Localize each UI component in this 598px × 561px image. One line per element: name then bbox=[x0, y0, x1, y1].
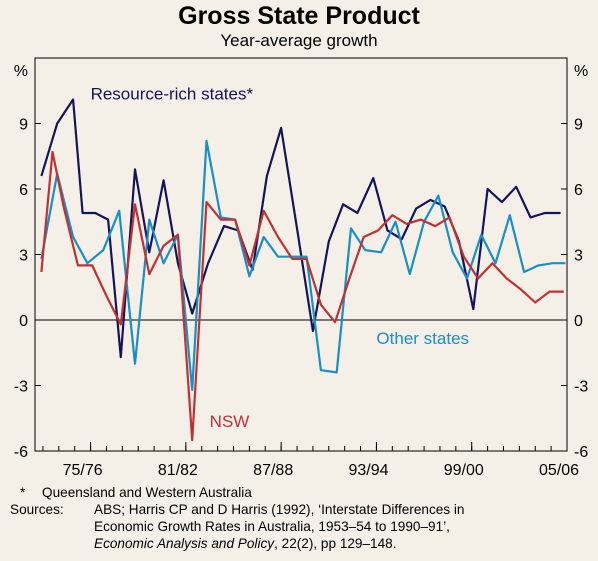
x-tick-label: 93/94 bbox=[348, 462, 388, 479]
y-tick-label-right: 0 bbox=[574, 313, 583, 330]
y-tick-label-left: 0 bbox=[19, 313, 28, 330]
footnote-star: * Queensland and Western Australia bbox=[10, 484, 590, 501]
series-label-resource-rich-states: Resource-rich states* bbox=[91, 84, 254, 103]
footnote-sources-line3: Economic Analysis and Policy, 22(2), pp … bbox=[10, 535, 590, 552]
footnote-sources-line2: Economic Growth Rates in Australia, 1953… bbox=[94, 519, 450, 534]
chart-labels: Resource-rich states* Other states NSW bbox=[91, 84, 469, 431]
series-line-resource-rich-states bbox=[40, 98, 561, 359]
y-tick-label-left: 3 bbox=[19, 248, 28, 265]
chart-series bbox=[40, 98, 566, 442]
series-label-nsw: NSW bbox=[210, 412, 250, 431]
footnote-sources-line1: ABS; Harris CP and D Harris (1992), ‘Int… bbox=[94, 502, 465, 517]
footnote-sources-key: Sources: bbox=[10, 502, 64, 517]
footnote-citation: , 22(2), pp 129–148. bbox=[274, 536, 397, 551]
x-tick-label: 75/76 bbox=[63, 462, 103, 479]
footnote-star-text: Queensland and Western Australia bbox=[42, 485, 252, 500]
footnote-sources: Sources: ABS; Harris CP and D Harris (19… bbox=[10, 501, 590, 518]
chart-title: Gross State Product bbox=[178, 2, 420, 30]
y-tick-label-right: 9 bbox=[574, 117, 583, 134]
line-chart: -6 -6 -3 -3 0 0 3 3 6 6 9 9% % 75/76 81/82 87/88 93/94 99… bbox=[14, 57, 588, 479]
chart-subtitle: Year-average growth bbox=[220, 31, 378, 50]
footnote-journal: Economic Analysis and Policy bbox=[94, 536, 275, 551]
y-axis-unit-left: % bbox=[14, 63, 28, 80]
x-tick-label: 05/06 bbox=[539, 462, 579, 479]
y-tick-label-left: -3 bbox=[14, 379, 28, 396]
y-tick-label-left: 9 bbox=[19, 117, 28, 134]
footnotes: * Queensland and Western Australia Sourc… bbox=[10, 484, 590, 552]
x-tick-label: 87/88 bbox=[253, 462, 293, 479]
y-tick-label-right: -3 bbox=[574, 379, 588, 396]
y-tick-label-left: 6 bbox=[19, 182, 28, 199]
y-tick-label-left: -6 bbox=[14, 444, 28, 461]
y-tick-label-right: 3 bbox=[574, 248, 583, 265]
x-tick-label: 99/00 bbox=[444, 462, 484, 479]
y-tick-label-right: -6 bbox=[574, 444, 588, 461]
x-tick-label: 81/82 bbox=[158, 462, 198, 479]
series-line-nsw bbox=[40, 150, 564, 442]
y-axis-unit-right: % bbox=[574, 63, 588, 80]
footnote-star-key: * bbox=[20, 485, 26, 500]
chart-axes: -6 -6 -3 -3 0 0 3 3 6 6 9 9% % 75/76 81/82 87/88 93/94 99… bbox=[14, 57, 588, 479]
y-tick-label-right: 6 bbox=[574, 182, 583, 199]
series-label-other-states: Other states bbox=[376, 329, 469, 348]
series-line-other-states bbox=[40, 139, 566, 391]
